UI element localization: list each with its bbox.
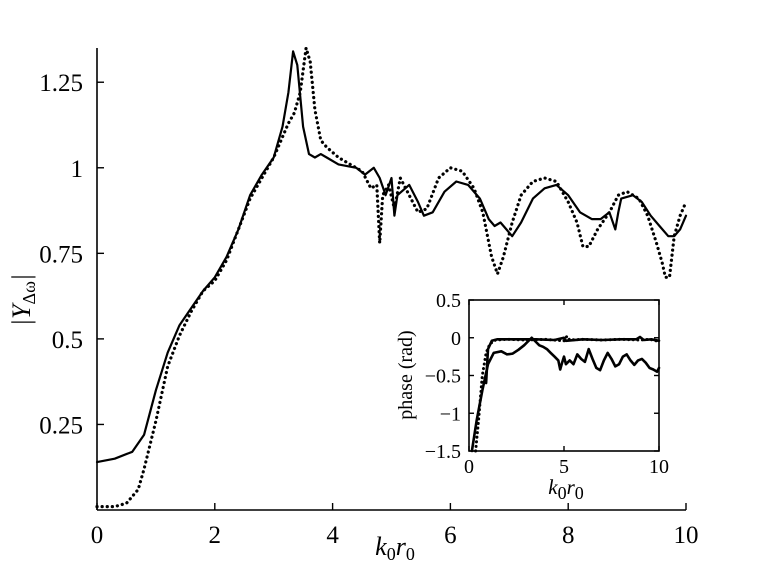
x-tick-label: 4 (326, 522, 339, 549)
x-tick-label: 2 (209, 522, 222, 549)
inset-x-axis-label: k0r0 (548, 475, 584, 503)
y-tick-label: 0.5 (52, 327, 83, 354)
y-tick-label: 0 (451, 328, 461, 350)
x-tick-label: 10 (649, 456, 669, 478)
y-tick-label: 0.5 (436, 290, 461, 312)
x-tick-label: 6 (444, 522, 457, 549)
series-line-dotted (95, 46, 688, 509)
inset-y-axis-label: phase (rad) (395, 330, 417, 419)
y-tick-label: 1.25 (39, 70, 83, 97)
main-chart: 0 2 4 6 8 10 0.25 0.5 0.75 1 1.25 k0r0 |YΔω| (7, 46, 699, 564)
x-tick-label: 0 (91, 522, 104, 549)
y-tick-label: −0.5 (425, 366, 461, 388)
y-tick-label: 1 (71, 156, 84, 183)
y-tick-label: −1 (440, 403, 461, 425)
series-line-dotted (474, 334, 661, 453)
inset-frame (468, 299, 660, 452)
y-tick-label: −1.5 (425, 441, 461, 463)
y-tick-label: 0.25 (39, 412, 83, 439)
inset-chart: 0 5 10 0.5 0 −0.5 −1 −1.5 k0r0 phase (rad) (395, 290, 669, 503)
y-axis-label: |YΔω| (7, 274, 39, 326)
x-tick-label: 0 (464, 456, 474, 478)
x-tick-label: 8 (562, 522, 575, 549)
x-tick-label: 10 (674, 522, 699, 549)
series-line-solid-lower (470, 336, 661, 453)
x-axis-label: k0r0 (375, 532, 415, 564)
y-tick-label: 0.75 (39, 241, 83, 268)
x-tick-label: 5 (559, 456, 569, 478)
